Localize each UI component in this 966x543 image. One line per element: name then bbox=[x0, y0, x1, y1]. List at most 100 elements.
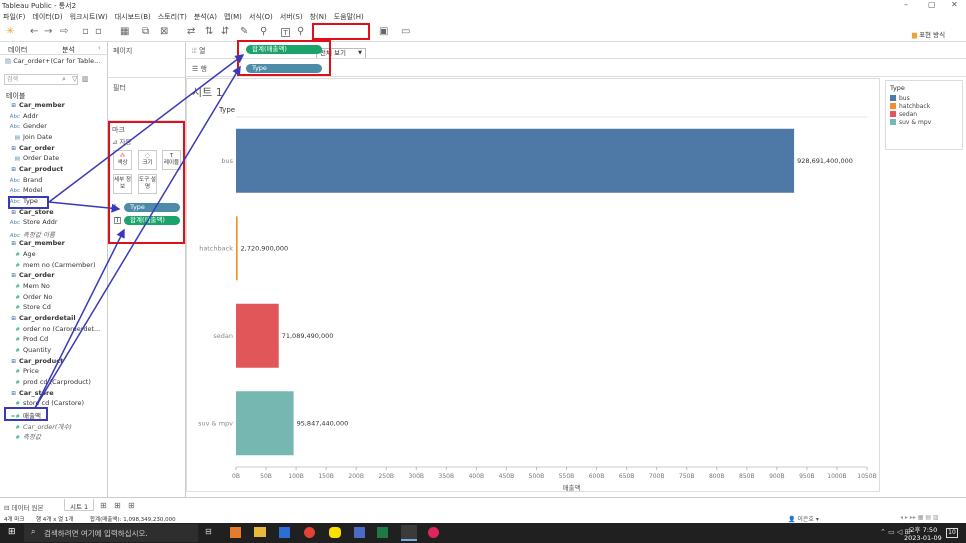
field-item[interactable]: # prod cd (Carproduct) bbox=[0, 378, 90, 389]
menu-item[interactable]: 분석(A) bbox=[193, 13, 217, 21]
field-item[interactable]: Abc Brand bbox=[0, 176, 43, 187]
app-icon[interactable] bbox=[230, 527, 241, 538]
menu-item[interactable]: 스토리(T) bbox=[157, 13, 187, 21]
tab-sheet[interactable]: 시트 1 bbox=[64, 499, 95, 511]
duplicate-sheet-icon[interactable]: ⧉ bbox=[142, 26, 150, 37]
file-explorer-icon[interactable] bbox=[254, 527, 266, 537]
swap-icon[interactable]: ⇄ bbox=[187, 26, 196, 37]
group-icon[interactable]: ⚲ bbox=[260, 26, 268, 37]
datasource-item[interactable]: ▤ Car_order+(Car for Table... bbox=[5, 57, 100, 65]
legend-item[interactable]: suv & mpv bbox=[890, 119, 931, 126]
bar[interactable] bbox=[236, 128, 795, 193]
field-item[interactable]: Abc 측정값 이름 bbox=[0, 229, 55, 240]
table-group[interactable]: ⊞ Car_product bbox=[0, 357, 63, 368]
legend-item[interactable]: sedan bbox=[890, 111, 917, 118]
taskbar-search[interactable]: ⌕ 검색하려면 여기에 입력하십시오. bbox=[24, 524, 198, 542]
save-icon[interactable]: ▫ bbox=[82, 26, 89, 37]
menu-item[interactable]: 대시보드(B) bbox=[114, 13, 151, 21]
columns-shelf[interactable]: ⦙⦙⦙ 열 합계(매출액) bbox=[186, 42, 966, 59]
app-icon[interactable] bbox=[428, 527, 439, 538]
field-item[interactable]: Abc Gender bbox=[0, 122, 47, 133]
sheet-nav-icon[interactable]: ◂ ▸ ▸▸ ▦ ▤ ▥ bbox=[900, 514, 939, 521]
bar[interactable] bbox=[236, 303, 279, 368]
new-datasource-icon[interactable]: ▫ bbox=[95, 26, 102, 37]
task-view-icon[interactable]: ⊟ bbox=[205, 527, 212, 536]
excel-icon[interactable] bbox=[377, 527, 388, 538]
notification-icon[interactable]: 10 bbox=[946, 528, 958, 538]
collapse-icon[interactable]: ‹ bbox=[98, 44, 101, 52]
tab-data[interactable]: 데이터 bbox=[8, 46, 28, 54]
field-item[interactable]: # Store Cd bbox=[0, 303, 51, 314]
presentation-icon[interactable]: ▣ bbox=[379, 26, 389, 37]
highlight-icon[interactable]: ✎ bbox=[240, 26, 249, 37]
table-group[interactable]: ⊞ Car_store bbox=[0, 389, 53, 400]
field-item[interactable]: # Quantity bbox=[0, 346, 51, 357]
table-group[interactable]: ⊞ Car_order bbox=[0, 271, 54, 282]
app-icon[interactable] bbox=[354, 527, 365, 538]
field-item[interactable]: # Age bbox=[0, 250, 35, 261]
new-sheet-icon[interactable]: ⊞ bbox=[100, 501, 107, 510]
new-sheet-icon[interactable]: ▦ bbox=[120, 26, 130, 37]
table-group[interactable]: ⊞ Car_store bbox=[0, 208, 53, 219]
view-canvas[interactable]: 시트 1 Type bus 928,691,400,000 hatchback 2,72… bbox=[186, 78, 880, 492]
bar[interactable] bbox=[236, 391, 294, 456]
sort-asc-icon[interactable]: ⇅ bbox=[205, 26, 214, 37]
clear-sheet-icon[interactable]: ⊠ bbox=[160, 26, 169, 37]
field-item[interactable]: Abc Addr bbox=[0, 112, 39, 123]
minimize-button[interactable]: – bbox=[904, 0, 908, 9]
tab-analysis[interactable]: 분석 bbox=[62, 46, 75, 54]
bar[interactable] bbox=[236, 216, 238, 281]
legend-item[interactable]: hatchback bbox=[890, 103, 930, 110]
back-icon[interactable]: ← bbox=[30, 26, 39, 37]
field-item[interactable]: ▤ Order Date bbox=[0, 154, 59, 165]
field-item[interactable]: # Car_order(개수) bbox=[0, 421, 72, 432]
show-me-button[interactable]: ▆ 표현 방식 bbox=[912, 29, 945, 39]
kakaotalk-icon[interactable] bbox=[329, 527, 341, 538]
field-item[interactable]: # Price bbox=[0, 367, 38, 378]
rows-pill[interactable]: Type bbox=[246, 64, 322, 73]
field-item[interactable]: # order no (Carorderdet... bbox=[0, 325, 100, 336]
tableau-taskbar-icon[interactable] bbox=[401, 525, 417, 541]
app-icon[interactable] bbox=[279, 527, 290, 538]
sort-desc-icon[interactable]: ⇵ bbox=[221, 26, 230, 37]
new-story-icon[interactable]: ⊞ bbox=[128, 501, 135, 510]
field-item[interactable]: # Prod Cd bbox=[0, 335, 48, 346]
user-menu[interactable]: 👤 이은호 ▾ bbox=[788, 516, 819, 523]
tray-icons[interactable]: ⌃ ▭ ◁ ⊞ bbox=[880, 528, 911, 536]
datasource-icon[interactable]: ⇨ bbox=[60, 26, 69, 37]
menu-item[interactable]: 창(N) bbox=[309, 13, 327, 21]
legend-item[interactable]: bus bbox=[890, 95, 910, 102]
field-item[interactable]: Abc Model bbox=[0, 186, 43, 197]
menu-item[interactable]: 워크시트(W) bbox=[69, 13, 108, 21]
menu-item[interactable]: 서식(O) bbox=[248, 13, 273, 21]
menu-item[interactable]: 서버(S) bbox=[279, 13, 303, 21]
field-search-input[interactable]: 검색 bbox=[4, 74, 78, 85]
field-item[interactable]: ▤ Join Date bbox=[0, 133, 53, 144]
new-dashboard-icon[interactable]: ⊞ bbox=[114, 501, 121, 510]
table-group[interactable]: ⊞ Car_member bbox=[0, 239, 64, 250]
menu-item[interactable]: 맵(M) bbox=[223, 13, 242, 21]
table-group[interactable]: ⊞ Car_member bbox=[0, 101, 64, 112]
forward-icon[interactable]: → bbox=[44, 26, 53, 37]
windows-start-icon[interactable]: ⊞ bbox=[8, 527, 16, 537]
field-item[interactable]: Abc Type bbox=[0, 197, 38, 208]
field-item[interactable]: # 측정값 bbox=[0, 431, 41, 442]
label-icon[interactable]: T bbox=[281, 28, 290, 37]
field-item[interactable]: # Mem No bbox=[0, 282, 49, 293]
close-button[interactable]: ✕ bbox=[951, 0, 958, 9]
field-item[interactable]: # mem no (Carmember) bbox=[0, 261, 95, 272]
field-item[interactable]: Abc Store Addr bbox=[0, 218, 58, 229]
clock[interactable]: 오후 7:50 2023-01-09 bbox=[904, 524, 942, 542]
table-group[interactable]: ⊞ Car_order bbox=[0, 144, 54, 155]
menu-item[interactable]: 도움말(H) bbox=[333, 13, 364, 21]
field-item[interactable]: # Order No bbox=[0, 293, 52, 304]
columns-pill[interactable]: 합계(매출액) bbox=[246, 45, 322, 54]
maximize-button[interactable]: ▢ bbox=[928, 0, 936, 9]
pin-icon[interactable]: ⚲ bbox=[297, 26, 305, 37]
menu-item[interactable]: 파일(F) bbox=[3, 13, 26, 21]
view-options-icon[interactable]: ▥ bbox=[82, 75, 89, 83]
chrome-icon[interactable] bbox=[304, 527, 315, 538]
table-group[interactable]: ⊞ Car_orderdetail bbox=[0, 314, 75, 325]
field-item[interactable]: =# 매출액 bbox=[0, 410, 41, 421]
table-group[interactable]: ⊞ Car_product bbox=[0, 165, 63, 176]
